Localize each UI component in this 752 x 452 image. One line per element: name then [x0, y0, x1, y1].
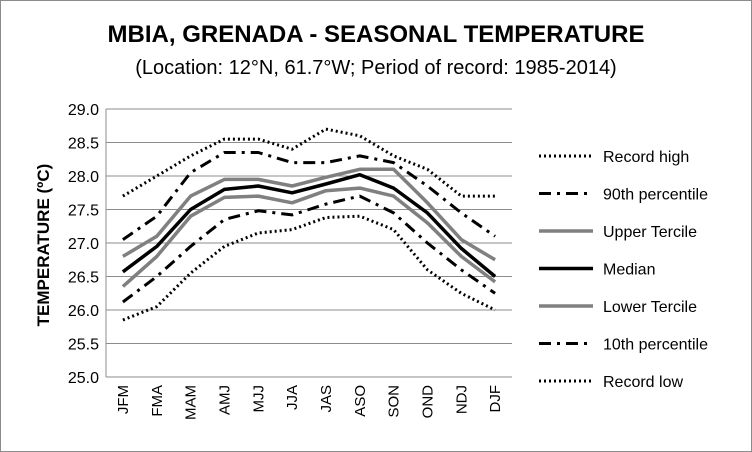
- y-tick-label: 28.5: [68, 136, 99, 153]
- x-tick-label: MJJ: [250, 385, 267, 413]
- legend-label: 10th percentile: [603, 337, 708, 354]
- x-tick-label: OND: [419, 385, 436, 419]
- legend-label: 90th percentile: [603, 187, 708, 204]
- chart-title: MBIA, GRENADA - SEASONAL TEMPERATURE: [107, 21, 645, 48]
- y-tick-label: 26.0: [68, 303, 99, 320]
- y-tick-label: 28.0: [68, 169, 99, 186]
- series-line: [122, 151, 496, 241]
- y-tick-label: 29.0: [68, 102, 99, 119]
- x-tick-label: JJA: [284, 385, 301, 410]
- legend-label: Lower Tercile: [603, 299, 697, 316]
- y-tick-label: 27.0: [68, 236, 99, 253]
- series-line: [121, 172, 497, 278]
- chart-subtitle: (Location: 12°N, 61.7°W; Period of recor…: [135, 57, 617, 79]
- series-line: [122, 167, 496, 262]
- x-tick-label: DJF: [487, 385, 504, 413]
- y-tick-label: 25.5: [68, 337, 99, 354]
- legend-label: Median: [603, 262, 655, 279]
- series-line: [122, 127, 496, 198]
- y-tick-label: 25.0: [68, 370, 99, 387]
- series-line: [122, 214, 496, 322]
- y-tick-label: 26.5: [68, 270, 99, 287]
- legend-label: Record low: [603, 374, 683, 391]
- series-line: [121, 194, 496, 304]
- x-tick-label: JFM: [115, 385, 132, 414]
- series-line: [121, 186, 497, 288]
- legend-label: Upper Tercile: [603, 224, 697, 241]
- legend-label: Record high: [603, 149, 689, 166]
- y-tick-label: 27.5: [68, 203, 99, 220]
- y-axis-label: TEMPERATURE (ºC): [34, 164, 53, 327]
- x-tick-label: JAS: [318, 385, 335, 413]
- x-tick-label: FMA: [149, 385, 166, 417]
- x-tick-label: ASO: [352, 385, 369, 417]
- x-tick-label: AMJ: [216, 385, 233, 415]
- x-tick-label: SON: [386, 385, 403, 418]
- x-tick-label: NDJ: [453, 385, 470, 414]
- x-tick-label: MAM: [183, 385, 200, 420]
